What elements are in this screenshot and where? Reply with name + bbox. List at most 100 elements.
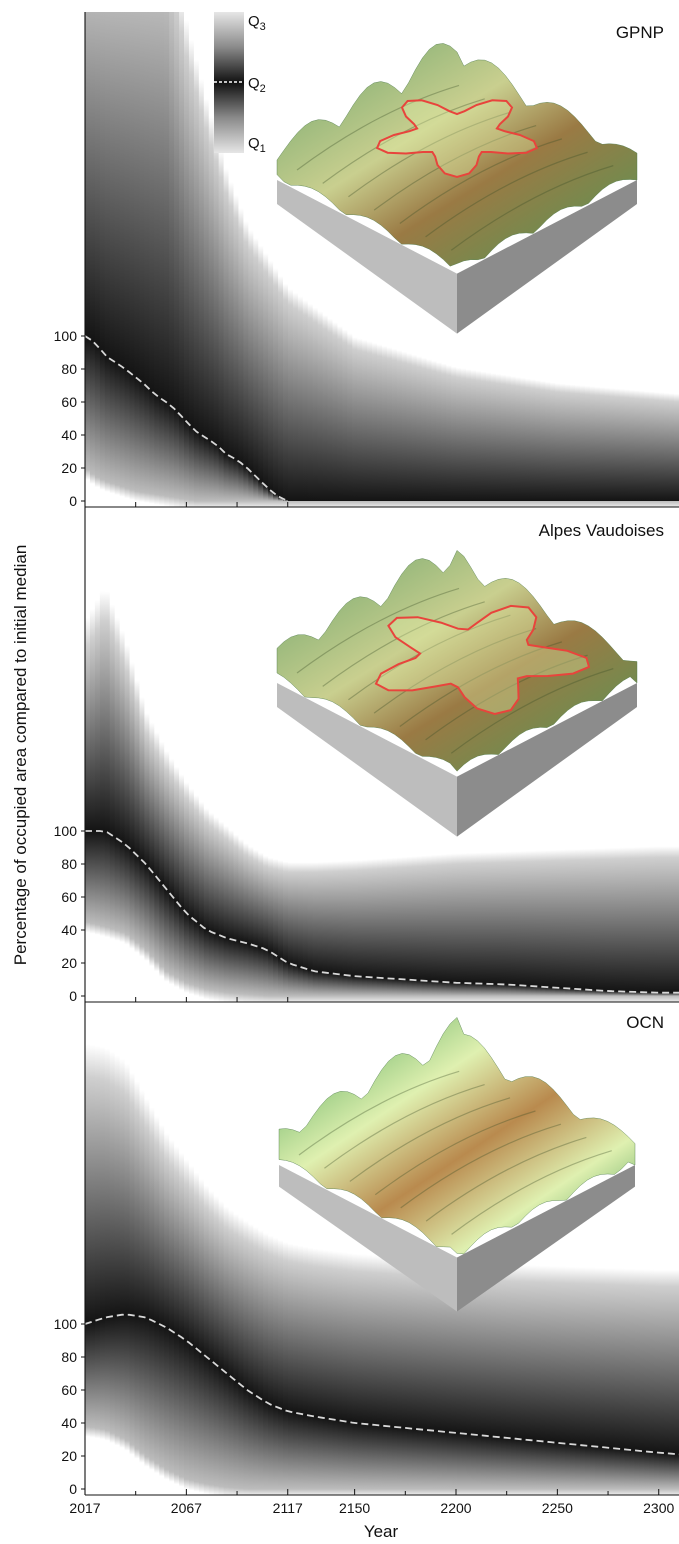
quantile-strip	[258, 1002, 264, 1495]
quantile-strip	[193, 507, 200, 1002]
inset-ridge	[425, 1136, 587, 1222]
quantile-strip	[89, 12, 96, 507]
quantile-strip	[580, 1002, 586, 1495]
quantile-strip	[208, 12, 215, 507]
color-legend: Q3 Q2 Q1	[214, 12, 266, 155]
y-tick-label: 80	[61, 856, 77, 872]
quantile-strip	[159, 507, 165, 1002]
quantile-strip	[357, 1002, 363, 1495]
quantile-strip	[228, 12, 235, 507]
quantile-strip	[599, 12, 606, 507]
quantile-strip	[94, 12, 101, 507]
quantile-strip	[604, 507, 611, 1002]
quantile-strip	[312, 507, 319, 1002]
panel-title-gpnp: GPNP	[616, 23, 664, 42]
panel-title-alpes-vaudoises: Alpes Vaudoises	[539, 521, 664, 540]
quantile-strip	[594, 507, 601, 1002]
quantile-strip	[589, 12, 596, 507]
quantile-strip	[297, 507, 304, 1002]
quantile-strip	[144, 507, 150, 1002]
quantile-strip	[198, 507, 205, 1002]
quantile-strip	[169, 507, 175, 1002]
quantile-strip	[659, 12, 665, 507]
quantile-strip	[208, 507, 215, 1002]
inset-ridge	[450, 165, 614, 251]
inset-study-area-outline	[374, 604, 591, 716]
quantile-strip	[322, 1002, 329, 1495]
quantile-strip	[317, 507, 324, 1002]
quantile-strip	[342, 12, 348, 507]
quantile-strip	[292, 507, 299, 1002]
quantile-strip	[85, 12, 91, 507]
quantile-strip	[674, 1002, 679, 1495]
quantile-strip	[634, 507, 640, 1002]
inset-ridge	[374, 1110, 536, 1196]
quantile-strip	[599, 507, 606, 1002]
quantile-strip	[278, 12, 284, 507]
quantile-strip	[179, 1002, 185, 1495]
quantile-strip	[233, 507, 240, 1002]
quantile-strip	[144, 12, 150, 507]
quantile-strip	[114, 1002, 121, 1495]
quantile-strip	[268, 1002, 274, 1495]
quantile-strip	[228, 1002, 235, 1495]
quantile-strip	[317, 12, 324, 507]
quantile-strip	[198, 12, 205, 507]
quantile-strip	[273, 507, 279, 1002]
quantile-strip	[302, 507, 309, 1002]
quantile-strip	[268, 507, 274, 1002]
quantile-strip	[253, 12, 259, 507]
quantile-strip	[104, 1002, 111, 1495]
quantile-strip	[188, 1002, 195, 1495]
quantile-strip	[624, 507, 631, 1002]
x-tick-label: 2117	[273, 1500, 303, 1516]
quantile-strip	[322, 12, 329, 507]
legend-q3-sub: 3	[260, 21, 266, 33]
quantile-strip	[273, 12, 279, 507]
quantile-strip	[134, 12, 141, 507]
quantile-strip	[580, 507, 586, 1002]
quantile-strip	[287, 1002, 294, 1495]
quantile-strip	[575, 12, 581, 507]
quantile-strip	[263, 507, 269, 1002]
quantile-strip	[669, 12, 675, 507]
quantile-strip	[594, 12, 601, 507]
quantile-strip	[594, 1002, 601, 1495]
quantile-strip	[99, 1002, 106, 1495]
inset-ridge	[451, 1150, 612, 1235]
quantile-strip	[89, 507, 96, 1002]
quantile-strip	[169, 1002, 175, 1495]
quantile-strip	[243, 12, 249, 507]
quantile-strip	[198, 1002, 205, 1495]
quantile-strip	[248, 507, 254, 1002]
quantile-strip	[614, 12, 621, 507]
quantile-strip	[129, 1002, 136, 1495]
quantile-strip	[283, 507, 289, 1002]
quantile-strip	[565, 12, 571, 507]
quantile-strip	[238, 1002, 244, 1495]
quantile-strip	[124, 507, 131, 1002]
quantile-strip	[337, 1002, 343, 1495]
quantile-strip	[609, 1002, 616, 1495]
quantile-strip	[654, 1002, 660, 1495]
terrain-inset-ocn	[278, 1017, 636, 1312]
quantile-strip	[188, 507, 195, 1002]
quantile-strip	[604, 12, 611, 507]
quantile-strip	[644, 1002, 650, 1495]
inset-ridge	[425, 151, 588, 238]
quantile-strip	[649, 1002, 655, 1495]
quantile-strip	[213, 12, 220, 507]
quantile-strip	[649, 507, 655, 1002]
y-tick-label: 100	[54, 1316, 78, 1332]
quantile-strip	[332, 12, 339, 507]
y-tick-label: 60	[61, 889, 77, 905]
quantile-strip	[584, 1002, 591, 1495]
y-tick-label: 0	[69, 493, 77, 509]
quantile-strip	[139, 12, 145, 507]
quantile-strip	[584, 507, 591, 1002]
inset-ridge	[399, 641, 563, 727]
inset-ridge	[399, 138, 563, 224]
quantile-strip	[149, 12, 155, 507]
inset-ridge	[373, 124, 537, 211]
quantile-strip	[609, 507, 616, 1002]
